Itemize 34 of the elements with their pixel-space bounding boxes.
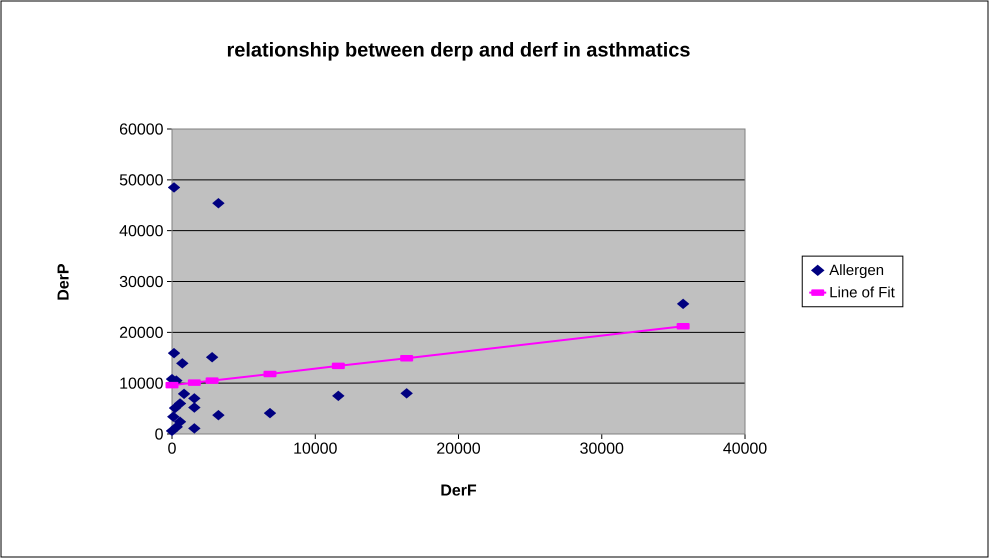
point xyxy=(212,198,225,208)
x-axis-title: DerF xyxy=(441,484,476,496)
y-tick-label: 60000 xyxy=(120,123,163,135)
y-tick-label: 0 xyxy=(155,428,163,440)
x-tick-label: 10000 xyxy=(294,442,337,454)
legend-label: Allergen xyxy=(829,264,884,278)
point xyxy=(168,402,182,414)
point xyxy=(676,298,690,310)
point xyxy=(176,358,189,369)
legend-label: Line of Fit xyxy=(830,286,895,298)
point xyxy=(188,423,201,434)
y-axis-title: DerP xyxy=(58,264,69,300)
point xyxy=(168,182,180,193)
point xyxy=(188,402,201,413)
point xyxy=(212,410,225,420)
point xyxy=(264,408,276,418)
chart-title: relationship between derp and derf in asthmatics xyxy=(228,42,690,61)
y-tick-label: 20000 xyxy=(120,326,163,338)
point xyxy=(188,393,201,404)
y-tick-label: 50000 xyxy=(120,174,163,186)
point xyxy=(400,388,413,399)
point xyxy=(170,422,183,432)
x-tick-label: 40000 xyxy=(723,442,767,454)
y-tick-label: 40000 xyxy=(120,225,163,236)
point xyxy=(168,348,180,358)
point xyxy=(206,352,218,362)
x-tick-label: 20000 xyxy=(437,442,480,454)
x-tick-label: 0 xyxy=(168,442,176,454)
x-tick-label: 30000 xyxy=(580,442,624,454)
point xyxy=(167,412,180,422)
y-tick-label: 30000 xyxy=(120,276,163,288)
y-tick-label: 10000 xyxy=(120,378,163,389)
point xyxy=(178,388,190,400)
point xyxy=(332,390,345,402)
